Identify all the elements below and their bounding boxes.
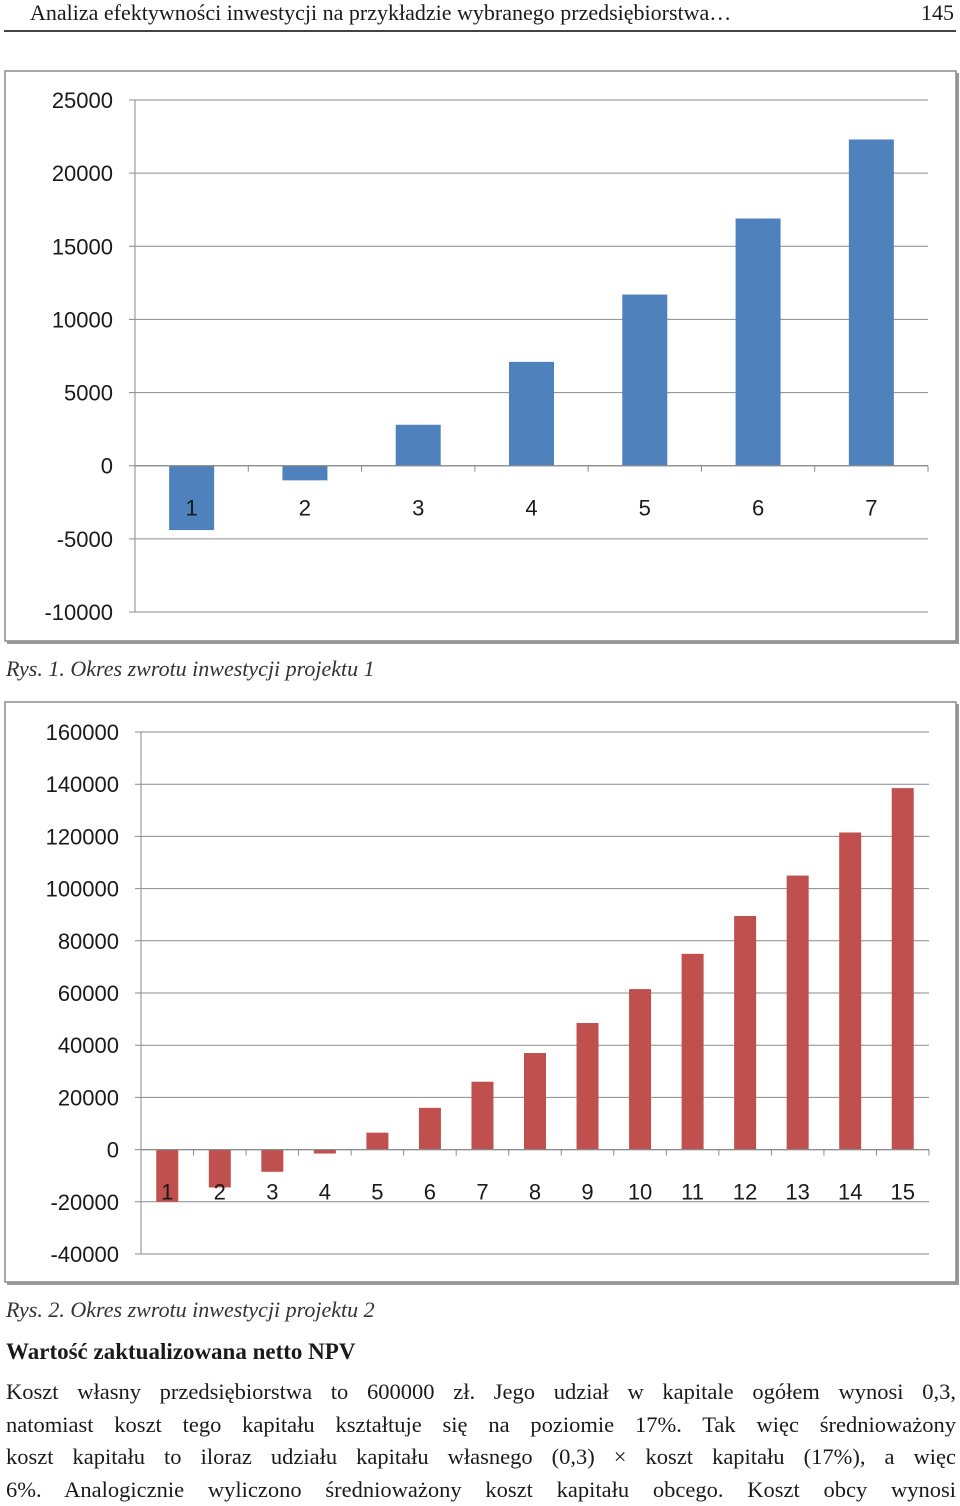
y-tick-label: 60000 <box>58 981 119 1006</box>
bar <box>524 1053 546 1150</box>
x-tick-label: 5 <box>371 1180 383 1205</box>
bar <box>839 832 861 1149</box>
x-tick-label: 3 <box>412 496 424 521</box>
paragraph-line: 6%. Analogicznie wyliczono średnioważony… <box>6 1474 956 1506</box>
body-paragraph: Koszt własny przedsiębiorstwa to 600000 … <box>6 1376 956 1506</box>
x-tick-label: 12 <box>733 1180 757 1205</box>
bar <box>419 1108 441 1150</box>
bar <box>734 916 756 1150</box>
y-tick-label: 120000 <box>46 824 119 849</box>
y-tick-label: -20000 <box>50 1190 119 1215</box>
y-tick-label: 15000 <box>52 234 113 259</box>
chart-2-svg: 1600001400001200001000008000060000400002… <box>4 701 960 1286</box>
bar <box>577 1023 599 1150</box>
figure-1-chart: 25000 20000 15000 10000 5000 0 -5000 -10000 1 2 3 4… <box>4 70 960 645</box>
running-head: Analiza efektywności inwestycji na przyk… <box>0 0 960 32</box>
bar <box>261 1150 283 1172</box>
x-tick-label: 7 <box>476 1180 488 1205</box>
bar <box>282 466 327 481</box>
page-number: 145 <box>921 0 954 26</box>
y-tick-label: 140000 <box>46 772 119 797</box>
y-tick-label: 40000 <box>58 1033 119 1058</box>
figure-1-caption: Rys. 1. Okres zwrotu inwestycji projektu… <box>6 656 375 682</box>
paragraph-line: Koszt własny przedsiębiorstwa to 600000 … <box>6 1376 956 1409</box>
bar <box>736 218 781 465</box>
paragraph-line: koszt kapitału to iloraz udziału kapitał… <box>6 1441 956 1474</box>
running-title: Analiza efektywności inwestycji na przyk… <box>30 0 731 26</box>
paragraph-line: natomiast koszt tego kapitału kształtuje… <box>6 1409 956 1442</box>
x-tick-label: 6 <box>424 1180 436 1205</box>
figure-2-caption: Rys. 2. Okres zwrotu inwestycji projektu… <box>6 1297 375 1323</box>
bar <box>366 1133 388 1150</box>
y-tick-label: 0 <box>107 1138 119 1163</box>
x-tick-label: 2 <box>214 1180 226 1205</box>
bar <box>629 989 651 1150</box>
y-tick-label: 5000 <box>64 381 113 406</box>
y-tick-label: 80000 <box>58 929 119 954</box>
y-tick-label: 100000 <box>46 877 119 902</box>
x-tick-label: 4 <box>319 1180 331 1205</box>
x-tick-label: 6 <box>752 496 764 521</box>
x-tick-label: 5 <box>639 496 651 521</box>
chart-1-svg: 25000 20000 15000 10000 5000 0 -5000 -10000 1 2 3 4… <box>4 70 960 645</box>
y-tick-label: 20000 <box>52 161 113 186</box>
x-tick-label: 8 <box>529 1180 541 1205</box>
x-tick-label: 15 <box>890 1180 914 1205</box>
bar <box>622 295 667 466</box>
x-tick-label: 1 <box>161 1180 173 1205</box>
bar <box>682 954 704 1150</box>
y-tick-label: 0 <box>101 454 113 479</box>
x-tick-label: 14 <box>838 1180 862 1205</box>
x-tick-label: 4 <box>525 496 537 521</box>
bar <box>849 139 894 465</box>
y-tick-label: -10000 <box>44 600 113 625</box>
section-heading: Wartość zaktualizowana netto NPV <box>6 1338 355 1366</box>
bar <box>892 788 914 1149</box>
x-tick-label: 2 <box>299 496 311 521</box>
y-tick-label: 160000 <box>46 720 119 745</box>
bar <box>471 1082 493 1150</box>
header-rule <box>4 30 956 32</box>
y-tick-label: -5000 <box>57 527 113 552</box>
bar <box>787 876 809 1150</box>
x-tick-label: 3 <box>266 1180 278 1205</box>
y-tick-label: 10000 <box>52 307 113 332</box>
x-tick-label: 1 <box>186 496 198 521</box>
x-tick-label: 7 <box>865 496 877 521</box>
x-tick-label: 10 <box>628 1180 652 1205</box>
bar <box>509 362 554 466</box>
y-tick-label: -40000 <box>50 1242 119 1267</box>
y-tick-label: 25000 <box>52 88 113 113</box>
x-tick-label: 11 <box>681 1180 704 1205</box>
y-tick-label: 20000 <box>58 1085 119 1110</box>
x-tick-label: 13 <box>785 1180 809 1205</box>
bar <box>396 425 441 466</box>
x-tick-label: 9 <box>581 1180 593 1205</box>
chart-frame-border <box>5 71 956 641</box>
